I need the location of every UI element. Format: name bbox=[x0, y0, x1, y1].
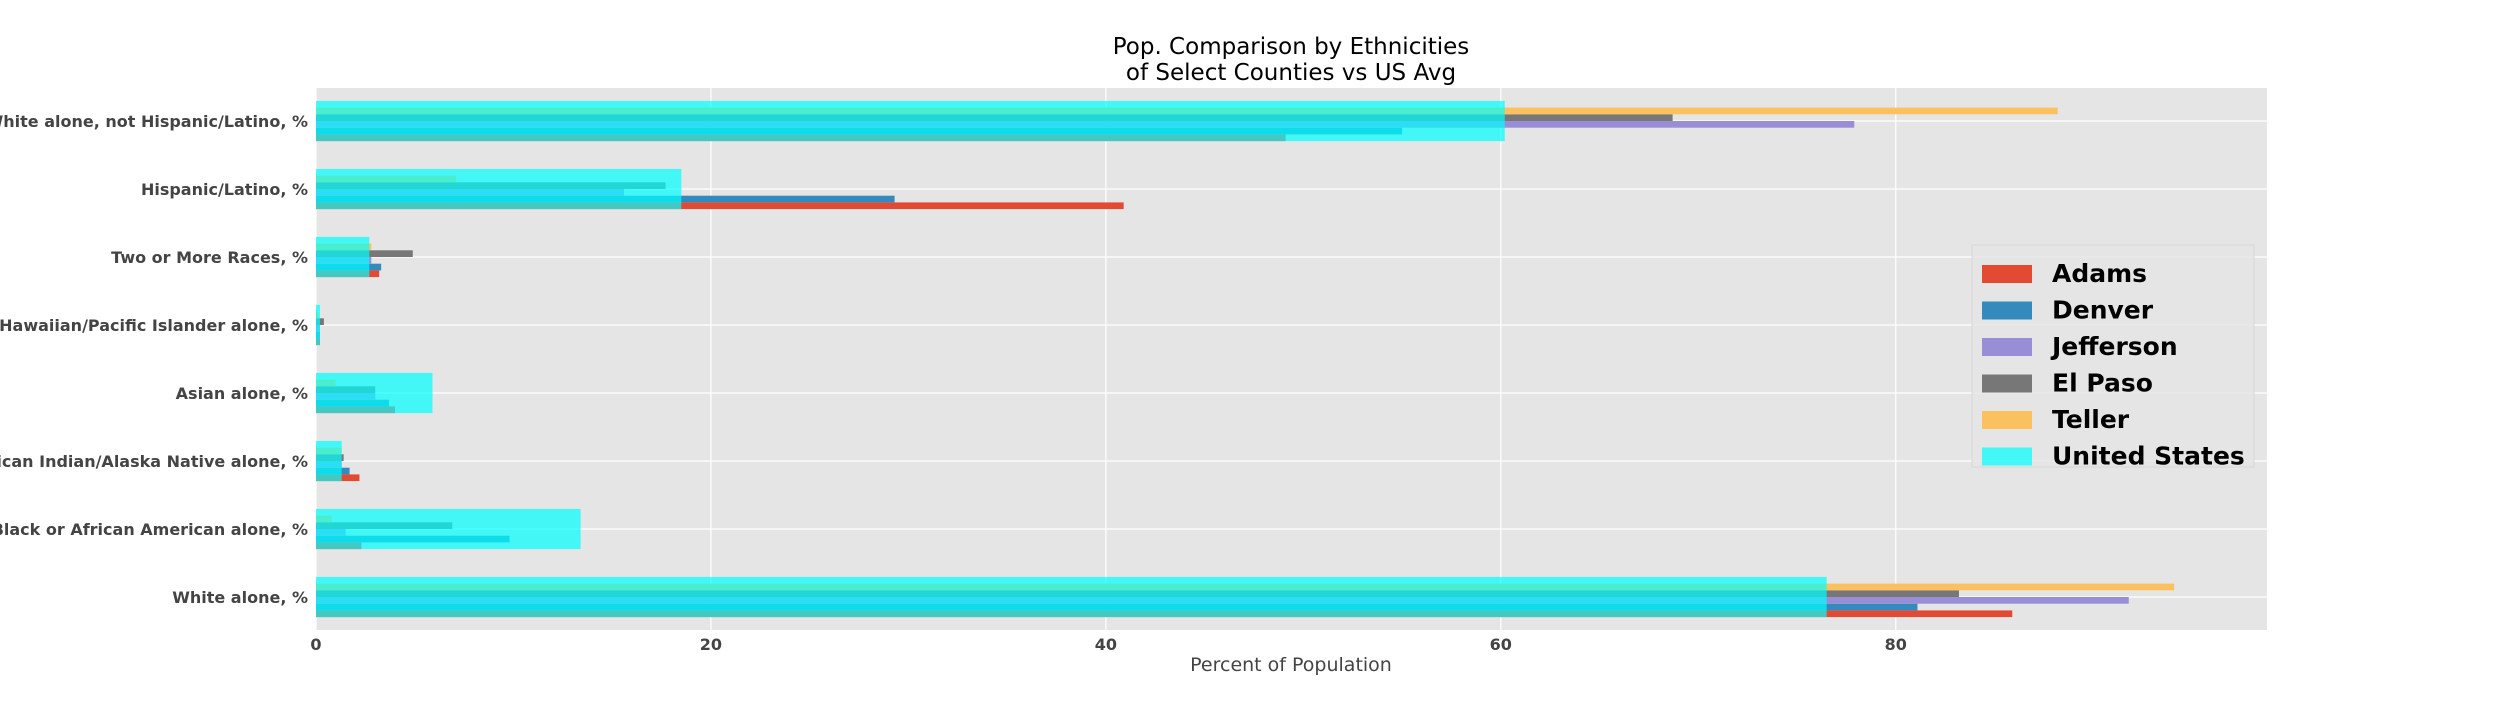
bar-united-states bbox=[316, 576, 1827, 618]
legend-swatch bbox=[1982, 265, 2032, 283]
x-tick-label: 20 bbox=[700, 635, 722, 654]
legend-label: Teller bbox=[2052, 405, 2130, 434]
category-label: Native Hawaiian/Pacific Islander alone, … bbox=[0, 316, 308, 335]
bar-united-states bbox=[316, 372, 433, 414]
category-label: Asian alone, % bbox=[176, 384, 308, 403]
x-axis-label: Percent of Population bbox=[1190, 654, 1392, 676]
legend-swatch bbox=[1982, 338, 2032, 356]
category-label: Hispanic/Latino, % bbox=[141, 180, 308, 199]
x-tick-label: 40 bbox=[1095, 635, 1117, 654]
bar-united-states bbox=[316, 304, 320, 346]
bar-united-states bbox=[316, 508, 581, 550]
category-label: Black or African American alone, % bbox=[0, 520, 308, 539]
legend-swatch bbox=[1982, 447, 2032, 466]
category-label: American Indian/Alaska Native alone, % bbox=[0, 452, 308, 471]
x-tick-label: 80 bbox=[1885, 635, 1907, 654]
legend-swatch bbox=[1982, 301, 2032, 320]
bar-united-states bbox=[316, 100, 1505, 142]
x-tick-label: 0 bbox=[310, 635, 321, 654]
bar-united-states bbox=[316, 168, 682, 210]
category-label: White alone, % bbox=[172, 588, 308, 607]
legend-label: Jefferson bbox=[2050, 332, 2178, 361]
bar-united-states bbox=[316, 440, 342, 482]
chart-title-line-1: Pop. Comparison by Ethnicities bbox=[1113, 34, 1470, 60]
bar-united-states bbox=[316, 236, 370, 278]
legend: Adams Denver Jefferson El Paso Teller United … bbox=[1971, 244, 2255, 471]
category-label: White alone, not Hispanic/Latino, % bbox=[0, 112, 308, 131]
chart-title-line-2: of Select Counties vs US Avg bbox=[1126, 60, 1456, 86]
legend-label: United States bbox=[2052, 442, 2245, 471]
legend-label: Denver bbox=[2052, 296, 2154, 325]
legend-swatch bbox=[1982, 411, 2032, 429]
category-label: Two or More Races, % bbox=[111, 248, 308, 267]
legend-label: El Paso bbox=[2052, 369, 2153, 398]
legend-swatch bbox=[1982, 374, 2032, 393]
bar-adams bbox=[316, 202, 1124, 210]
legend-label: Adams bbox=[2052, 259, 2147, 288]
x-tick-label: 60 bbox=[1490, 635, 1512, 654]
